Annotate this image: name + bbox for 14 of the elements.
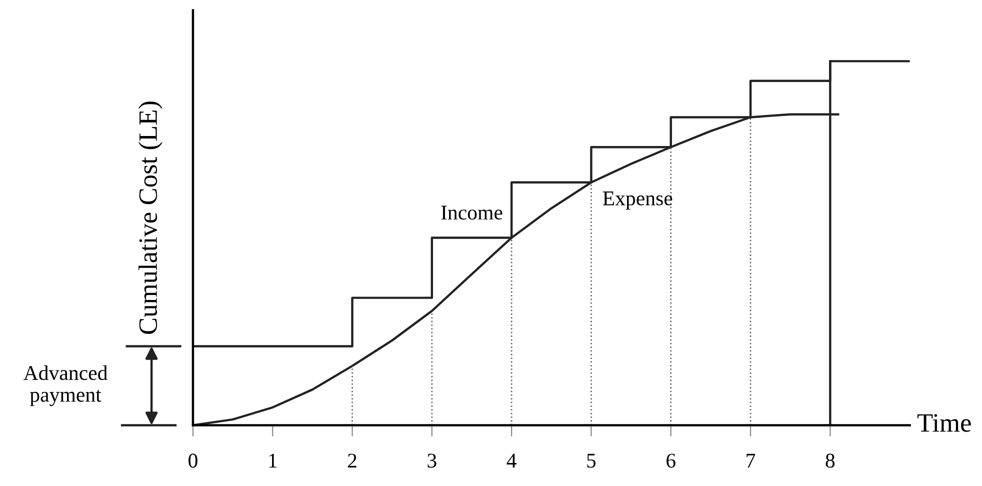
x-tick-label: 8 (826, 454, 835, 468)
x-tick-label: 6 (666, 454, 676, 468)
y-axis-title: Cumulative Cost (LE) (138, 102, 162, 334)
series-label: Income (441, 206, 502, 220)
x-tick-label: 4 (506, 454, 516, 468)
series-label: Expense (602, 192, 672, 210)
x-tick-label: 0 (188, 454, 198, 468)
x-tick-label: 2 (348, 454, 356, 468)
x-tick-label: 5 (587, 454, 596, 468)
x-tick-label: 7 (746, 454, 756, 468)
x-tick-label: 1 (269, 454, 277, 468)
x-axis-title: Time (917, 414, 971, 432)
text: Advanced payment (24, 365, 108, 406)
x-tick-label: 3 (428, 454, 436, 468)
